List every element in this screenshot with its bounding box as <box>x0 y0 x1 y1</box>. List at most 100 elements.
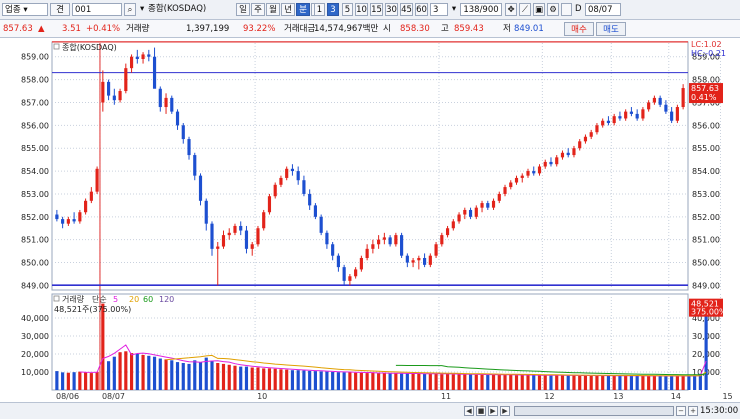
volume-bar <box>629 375 633 390</box>
volume-bar <box>411 373 415 390</box>
candle-body <box>624 111 628 119</box>
volume-bar <box>141 354 145 390</box>
lc-label: LC:1.02 <box>691 40 722 49</box>
volume-bar <box>221 363 226 390</box>
minute-button-1[interactable]: 1 <box>314 3 325 16</box>
volume-bar <box>635 375 639 390</box>
scroll-next-icon[interactable]: ▶ <box>488 406 498 416</box>
minute-button-45[interactable]: 45 <box>400 3 413 16</box>
date-input[interactable]: 08/07 <box>585 3 621 16</box>
candle-body <box>572 148 576 156</box>
candle-body <box>256 228 260 245</box>
price-plot-frame <box>51 41 689 291</box>
volume-bar <box>147 355 151 390</box>
horizontal-scrollbar[interactable] <box>514 406 674 416</box>
sell-button[interactable]: 매도 <box>596 22 626 36</box>
volume-bar <box>187 363 191 390</box>
volume-bar <box>514 375 519 390</box>
tab-period-day-label: 일 <box>239 5 247 15</box>
index-name: 종합(KOSDAQ) <box>148 4 207 14</box>
volume-bar <box>342 372 346 390</box>
open-value: 858.30 <box>400 24 430 34</box>
volume-bar <box>423 373 427 390</box>
minute-button-5[interactable]: 5 <box>342 3 353 16</box>
volume-bar <box>400 373 404 390</box>
volume-bar <box>664 376 668 390</box>
volume-bar <box>181 363 185 390</box>
candle-body <box>664 104 668 112</box>
crosshair-icon[interactable]: ✥ <box>505 3 517 16</box>
candle-body <box>428 255 432 265</box>
volume-bar <box>107 361 111 390</box>
price-legend-checkbox[interactable] <box>53 43 60 50</box>
candle-body <box>463 209 467 215</box>
candle-body <box>221 235 226 247</box>
volume-bar <box>468 374 473 390</box>
candle-body <box>78 212 82 222</box>
minute-button-10[interactable]: 10 <box>355 3 368 16</box>
candle-body <box>560 152 565 158</box>
tab-period-week[interactable]: 주 <box>251 3 265 16</box>
candle-body <box>319 216 323 233</box>
zoom-in-icon[interactable]: + <box>688 406 698 416</box>
tab-period-day[interactable]: 일 <box>236 3 250 16</box>
tab-period-minute-label: 분 <box>299 5 307 15</box>
scroll-last-icon[interactable]: ▶ <box>500 406 510 416</box>
volume-bar <box>198 362 203 390</box>
scroll-first-icon[interactable]: ◀ <box>464 406 474 416</box>
candle-body <box>239 225 243 231</box>
candle-body <box>325 232 329 245</box>
candle-body <box>612 116 616 124</box>
volume-legend-checkbox[interactable] <box>53 295 60 302</box>
volume-bar <box>543 375 547 390</box>
date-checkbox[interactable] <box>561 3 572 16</box>
settings-icon[interactable]: ⚙ <box>547 3 559 16</box>
tab-period-year[interactable]: 년 <box>281 3 295 16</box>
date-input-value: 08/07 <box>588 5 613 15</box>
candle-body <box>308 193 312 206</box>
custom-minute-select[interactable]: 3 <box>430 3 448 16</box>
market-select[interactable]: 업종 ▾ <box>2 3 48 16</box>
tab-period-minute[interactable]: 분 <box>296 3 310 16</box>
code-input[interactable]: 001 <box>72 3 122 16</box>
price-y-tick-right: 855.00 <box>692 144 720 153</box>
save-icon[interactable]: ▣ <box>533 3 545 16</box>
line-tool-icon[interactable]: ⟋ <box>519 3 531 16</box>
candle-body <box>451 221 455 229</box>
candle-body <box>578 141 582 149</box>
candlestick-chart[interactable]: 859.00859.00858.00858.00857.00857.00856.… <box>0 38 740 402</box>
code-search-button[interactable]: 견 <box>50 3 70 16</box>
candle-body <box>417 257 421 261</box>
high-label: 고 <box>441 24 449 34</box>
minute-button-15[interactable]: 15 <box>370 3 383 16</box>
custom-minute-chevron-icon[interactable]: ▾ <box>451 4 457 14</box>
volume-bar <box>647 376 651 390</box>
price-y-tick-right: 854.00 <box>692 167 720 176</box>
scroll-stop-icon[interactable]: ■ <box>476 406 486 416</box>
candle-body <box>89 191 93 201</box>
volume-bar <box>250 367 254 390</box>
volume-bar <box>652 375 656 390</box>
minute-button-30[interactable]: 30 <box>385 3 398 16</box>
zoom-out-icon[interactable]: − <box>676 406 686 416</box>
volume-bar <box>417 373 421 390</box>
volume-bar <box>537 375 542 390</box>
minute-button-3[interactable]: 3 <box>327 3 339 16</box>
volume-legend-ma-5: 5 <box>113 295 118 304</box>
candle-body <box>354 269 358 277</box>
buy-button[interactable]: 매수 <box>564 22 594 36</box>
chevron-down-icon[interactable]: ▾ <box>140 4 145 14</box>
tab-period-month[interactable]: 월 <box>266 3 280 16</box>
volume-bar <box>497 374 501 390</box>
candle-body <box>273 184 277 197</box>
volume-bar <box>503 375 507 390</box>
candle-body <box>480 203 484 208</box>
search-icon[interactable]: ⌕ <box>124 3 136 16</box>
candle-body <box>382 237 386 240</box>
volume-bar <box>216 363 220 390</box>
candle-body <box>537 166 542 174</box>
minute-button-60[interactable]: 60 <box>415 3 428 16</box>
price-y-tick-right: 852.00 <box>692 213 720 222</box>
candle-body <box>107 81 111 96</box>
candle-body <box>388 237 392 245</box>
